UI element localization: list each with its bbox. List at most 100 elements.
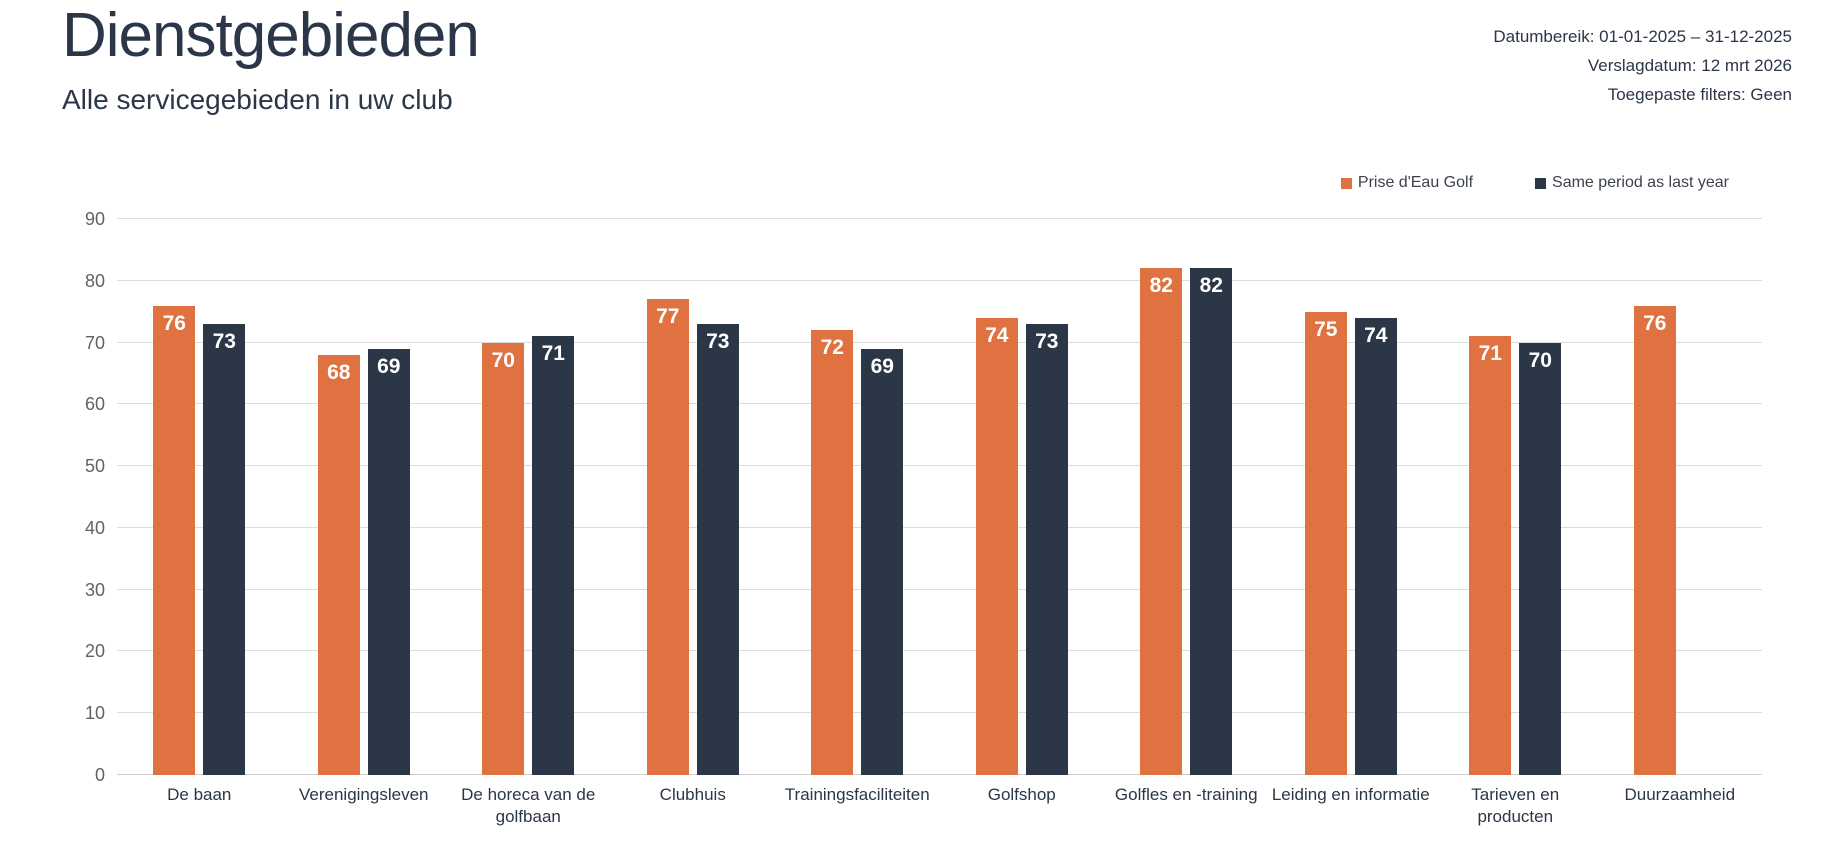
bar-value-label: 72 bbox=[820, 336, 844, 360]
y-tick-label: 10 bbox=[84, 703, 105, 724]
bar-group: 71 70 bbox=[1433, 219, 1598, 775]
gridline bbox=[117, 218, 1762, 219]
y-tick-label: 90 bbox=[84, 209, 105, 229]
bar-group: 75 74 bbox=[1269, 219, 1434, 775]
meta-applied-filters: Toegepaste filters: Geen bbox=[1607, 85, 1792, 104]
bar-group: 70 71 bbox=[446, 219, 611, 775]
bar: 73 bbox=[203, 324, 246, 775]
bar: 71 bbox=[1469, 336, 1512, 775]
bar-value-label: 73 bbox=[706, 330, 730, 354]
bar: 82 bbox=[1190, 268, 1233, 775]
x-axis-label-text: Golfles en -training bbox=[1114, 785, 1258, 804]
page-subtitle: Alle servicegebieden in uw club bbox=[62, 84, 453, 115]
y-tick-label: 0 bbox=[94, 765, 105, 785]
bar-value-label: 75 bbox=[1314, 317, 1338, 341]
x-axis-label: De horeca van de golfbaan bbox=[446, 784, 611, 828]
y-axis: 0 10 20 30 40 50 60 70 80 90 bbox=[0, 0, 105, 860]
plot-area: 76 73 68 69 70 71 77 73 72 69 74 73 82 82 75 74 71 70 76 bbox=[117, 218, 1763, 775]
meta-report-date: Verslagdatum: 12 mrt 2026 bbox=[1587, 56, 1792, 75]
x-axis-label-text: Clubhuis bbox=[659, 785, 726, 804]
bar-group: 76 73 bbox=[117, 219, 282, 775]
bar: 76 bbox=[153, 305, 196, 775]
bar: 70 bbox=[1519, 342, 1562, 775]
bar: 71 bbox=[532, 336, 575, 775]
legend-swatch-icon bbox=[1340, 177, 1352, 189]
bar-group: 72 69 bbox=[775, 219, 940, 775]
x-axis-label-text: Golfshop bbox=[987, 785, 1056, 804]
gridline bbox=[117, 588, 1762, 590]
gridline bbox=[117, 465, 1762, 467]
legend-label: Prise d'Eau Golf bbox=[1357, 174, 1474, 191]
x-axis-label: Duurzaamheid bbox=[1598, 784, 1763, 806]
bar: 74 bbox=[1354, 317, 1397, 775]
bar-value-label: 74 bbox=[1364, 323, 1388, 347]
bar: 70 bbox=[482, 342, 525, 775]
bar-value-label: 71 bbox=[1478, 342, 1502, 366]
bar: 69 bbox=[367, 348, 410, 775]
x-axis-label-text: Duurzaamheid bbox=[1624, 785, 1736, 804]
bar-value-label: 71 bbox=[541, 342, 565, 366]
x-axis-label: Golfshop bbox=[940, 784, 1105, 806]
x-axis-label-text: Leiding en informatie bbox=[1271, 785, 1430, 804]
bar: 69 bbox=[861, 348, 904, 775]
gridline bbox=[117, 526, 1762, 528]
x-axis-label: Golfles en -training bbox=[1104, 784, 1269, 806]
gridline bbox=[117, 279, 1762, 281]
bar-group: 68 69 bbox=[282, 219, 447, 775]
x-axis-label: Trainingsfaciliteiten bbox=[775, 784, 940, 806]
bar-group: 74 73 bbox=[940, 219, 1105, 775]
bar: 73 bbox=[1025, 324, 1068, 775]
report-meta: Datumbereik: 01-01-2025 – 31-12-2025 Ver… bbox=[1493, 22, 1792, 109]
y-tick-label: 40 bbox=[84, 517, 105, 538]
x-axis-line bbox=[117, 774, 1762, 775]
legend-swatch-icon bbox=[1535, 177, 1547, 189]
bar-value-label: 74 bbox=[985, 323, 1009, 347]
gridline bbox=[117, 403, 1762, 405]
bar-group: 82 82 bbox=[1104, 219, 1269, 775]
bar-value-label: 76 bbox=[162, 311, 186, 335]
y-tick-label: 50 bbox=[84, 456, 105, 477]
bar-value-label: 69 bbox=[870, 354, 894, 378]
x-axis-label: De baan bbox=[117, 784, 282, 806]
bar-value-label: 70 bbox=[491, 348, 515, 372]
bar: 77 bbox=[646, 299, 689, 775]
x-axis-label-text: Verenigingsleven bbox=[299, 785, 429, 804]
bar: 73 bbox=[696, 324, 739, 775]
bar: 74 bbox=[975, 317, 1018, 775]
x-axis-label: Tarieven en producten bbox=[1433, 784, 1598, 828]
bar-value-label: 82 bbox=[1149, 274, 1173, 298]
bar: 82 bbox=[1140, 268, 1183, 775]
meta-date-range: Datumbereik: 01-01-2025 – 31-12-2025 bbox=[1493, 27, 1792, 46]
gridline bbox=[117, 650, 1762, 652]
x-axis-label-text: De horeca van de golfbaan bbox=[461, 785, 596, 826]
bar-value-label: 77 bbox=[656, 305, 680, 329]
legend-label: Same period as last year bbox=[1552, 174, 1729, 191]
y-tick-label: 30 bbox=[84, 579, 105, 600]
x-axis-label-text: Tarieven en producten bbox=[1471, 785, 1560, 826]
bar: 75 bbox=[1304, 311, 1347, 775]
bar-group: 76 bbox=[1598, 219, 1763, 775]
page-title: Dienstgebieden bbox=[62, 1, 480, 70]
bar-value-label: 73 bbox=[212, 330, 236, 354]
x-axis-label: Leiding en informatie bbox=[1269, 784, 1434, 806]
bar-value-label: 69 bbox=[377, 354, 401, 378]
gridline bbox=[117, 341, 1762, 343]
legend-item-prise-deau-golf: Prise d'Eau Golf bbox=[1340, 174, 1474, 192]
chart-legend: Prise d'Eau Golf Same period as last yea… bbox=[1340, 174, 1729, 192]
x-axis-label-text: Trainingsfaciliteiten bbox=[784, 785, 930, 804]
x-axis-label: Clubhuis bbox=[611, 784, 776, 806]
bar: 72 bbox=[811, 330, 854, 775]
y-tick-label: 60 bbox=[84, 394, 105, 415]
bar-value-label: 68 bbox=[327, 360, 351, 384]
bar: 76 bbox=[1633, 305, 1676, 775]
bar: 68 bbox=[317, 354, 360, 775]
gridline bbox=[117, 712, 1762, 714]
legend-item-same-period-last-year: Same period as last year bbox=[1535, 174, 1729, 192]
y-tick-label: 80 bbox=[84, 270, 105, 291]
bar-group: 77 73 bbox=[611, 219, 776, 775]
x-axis-label: Verenigingsleven bbox=[282, 784, 447, 806]
y-tick-label: 70 bbox=[84, 332, 105, 353]
bar-value-label: 73 bbox=[1035, 330, 1059, 354]
y-tick-label: 20 bbox=[84, 641, 105, 662]
